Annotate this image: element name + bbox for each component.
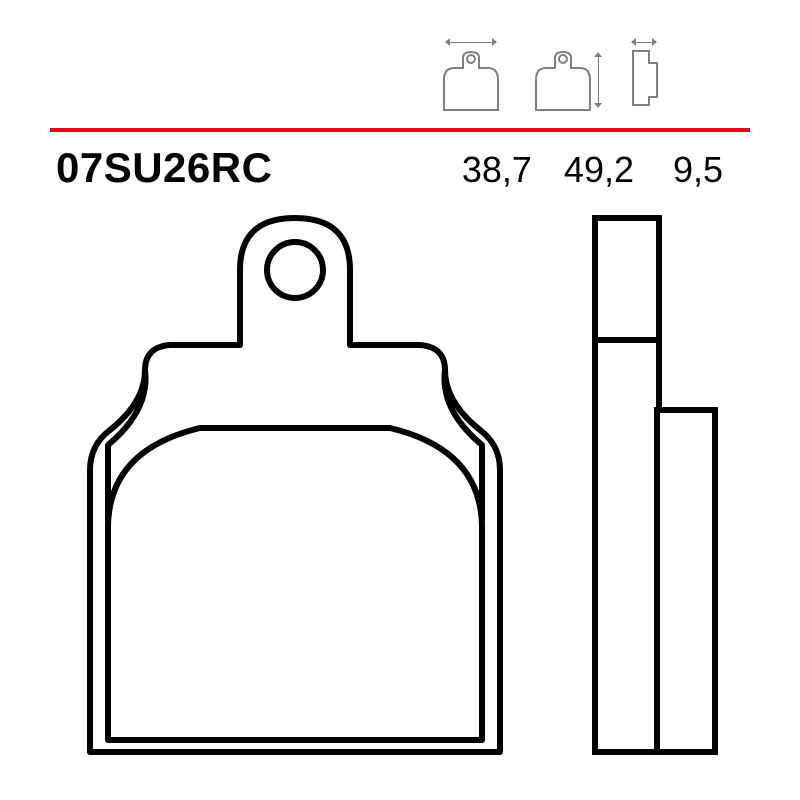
width-dimension-icon	[430, 40, 512, 118]
part-number: 07SU26RC	[56, 144, 272, 192]
dimension-height: 49,2	[564, 149, 634, 191]
front-view	[90, 218, 500, 752]
height-dimension-icon	[526, 40, 608, 118]
spec-row: 07SU26RC 38,7 49,2 9,5	[56, 144, 750, 192]
technical-drawing	[0, 210, 800, 770]
divider-line	[50, 128, 750, 132]
thickness-dimension-icon	[622, 40, 682, 118]
side-view	[595, 218, 715, 752]
dimension-thickness: 9,5	[666, 149, 730, 191]
header-dimension-icons	[430, 40, 682, 118]
dimension-width: 38,7	[462, 149, 532, 191]
dimensions-group: 38,7 49,2 9,5	[462, 149, 730, 191]
